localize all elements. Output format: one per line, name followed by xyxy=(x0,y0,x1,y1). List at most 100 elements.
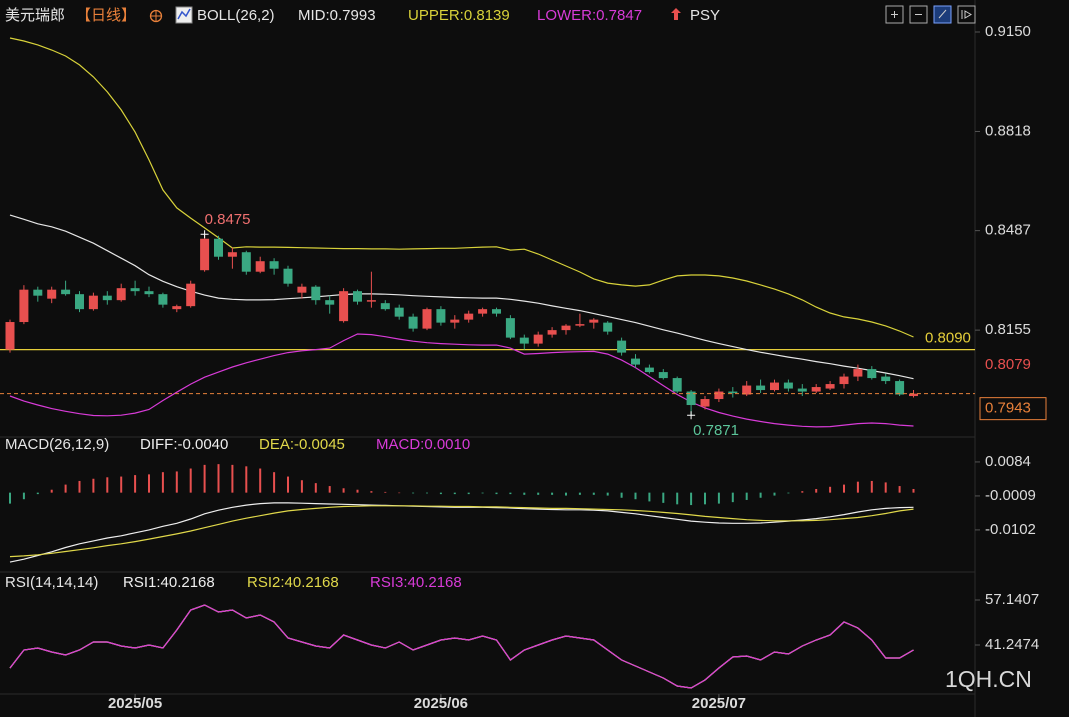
candle-body xyxy=(895,381,905,395)
macd-bar xyxy=(148,474,150,493)
toolbar-button[interactable] xyxy=(957,5,976,24)
candle-body xyxy=(672,378,682,392)
candle-body xyxy=(144,291,154,295)
candle-body xyxy=(116,288,126,301)
candle-body xyxy=(5,322,15,350)
candle-body xyxy=(756,385,766,391)
candle-body xyxy=(325,300,335,305)
legend-entry: DIFF:-0.0040 xyxy=(140,436,228,453)
macd-bar xyxy=(731,492,734,503)
macd-bar xyxy=(467,492,470,495)
macd-bar xyxy=(884,482,887,493)
macd-bar xyxy=(773,492,776,496)
series-line xyxy=(9,214,914,380)
watermark: 1QH.CN xyxy=(945,666,1032,692)
candle-body xyxy=(770,382,779,391)
candle-body xyxy=(186,283,196,307)
macd-bar xyxy=(717,492,720,504)
macd-bar xyxy=(22,492,25,500)
macd-bar xyxy=(92,478,95,493)
candle-body xyxy=(742,385,752,395)
y-tick-label: 0.8487 xyxy=(985,222,1031,239)
y-tick-label: 57.1407 xyxy=(985,591,1039,608)
legend-entry: RSI1:40.2168 xyxy=(123,574,215,591)
candle-body xyxy=(589,319,599,323)
legend-entry: RSI3:40.2168 xyxy=(370,574,462,591)
reference-label: 0.8090 xyxy=(925,330,971,347)
macd-bar xyxy=(801,491,804,493)
candle-body xyxy=(158,294,168,305)
candle-body xyxy=(617,340,627,353)
macd-bar xyxy=(106,477,109,493)
macd-bar xyxy=(509,492,512,495)
candle-body xyxy=(909,393,918,397)
y-tick-label: 0.8155 xyxy=(985,321,1031,338)
candle-body xyxy=(492,309,501,314)
boll-icon-line xyxy=(177,8,191,20)
candle-body xyxy=(255,261,265,272)
candle-body xyxy=(561,325,571,331)
macd-bar xyxy=(648,492,651,502)
x-tick-label: 2025/07 xyxy=(692,695,746,712)
candle-body xyxy=(436,309,446,323)
macd-bar xyxy=(912,488,915,493)
candle-body xyxy=(380,303,390,310)
candle-body xyxy=(575,324,585,326)
x-tick-label: 2025/06 xyxy=(414,695,468,712)
high-marker xyxy=(200,230,209,239)
macd-bar xyxy=(398,492,401,494)
candle-body xyxy=(603,322,613,332)
macd-bar xyxy=(50,489,53,493)
macd-bar xyxy=(606,492,609,496)
macd-bar xyxy=(328,486,331,493)
candle-body xyxy=(33,289,43,296)
candle-body xyxy=(547,330,557,335)
macd-bar xyxy=(676,492,679,505)
y-tick-label: -0.0102 xyxy=(985,521,1036,538)
candle-body xyxy=(61,289,71,295)
toolbar-button[interactable] xyxy=(909,5,928,24)
candle-body xyxy=(505,318,515,338)
legend-entry: RSI2:40.2168 xyxy=(247,574,339,591)
series-line xyxy=(9,505,914,558)
series-line xyxy=(9,604,914,689)
macd-bar xyxy=(412,492,415,494)
macd-bar xyxy=(287,476,289,493)
toolbar-glyphs xyxy=(891,9,972,19)
candle-body xyxy=(450,319,460,323)
candle-body xyxy=(241,252,251,272)
price-marker-label: 0.8079 xyxy=(985,356,1031,373)
macd-bar xyxy=(453,492,456,495)
low-marker xyxy=(687,411,696,420)
series-line xyxy=(9,502,914,563)
macd-bar xyxy=(745,492,748,500)
candle-body xyxy=(714,391,724,400)
macd-bar xyxy=(217,464,220,493)
last-price-box xyxy=(979,397,1047,421)
macd-bar xyxy=(64,484,67,493)
indicator-label: BOLL(26,2) xyxy=(197,7,275,24)
macd-bar xyxy=(495,492,498,495)
candle-body xyxy=(102,295,112,301)
y-tick-label: -0.0009 xyxy=(985,487,1036,504)
macd-bar xyxy=(523,492,526,495)
candle-body xyxy=(825,384,835,389)
macd-bar xyxy=(161,472,164,493)
extra-indicator-label[interactable]: PSY xyxy=(690,7,720,24)
low-label: 0.7871 xyxy=(693,422,739,439)
macd-bar xyxy=(356,489,359,493)
toolbar-button[interactable] xyxy=(885,5,904,24)
macd-bar xyxy=(273,472,276,493)
legend-entry: DEA:-0.0045 xyxy=(259,436,345,453)
macd-bar xyxy=(690,492,693,506)
candle-body xyxy=(700,399,710,407)
y-tick-label: 0.8818 xyxy=(985,122,1031,139)
candle-body xyxy=(658,372,668,379)
macd-bar xyxy=(870,480,873,493)
legend-entry: MACD:0.0010 xyxy=(376,436,470,453)
candle-body xyxy=(422,309,432,329)
candle-body xyxy=(394,307,404,317)
candle-body xyxy=(88,295,98,310)
